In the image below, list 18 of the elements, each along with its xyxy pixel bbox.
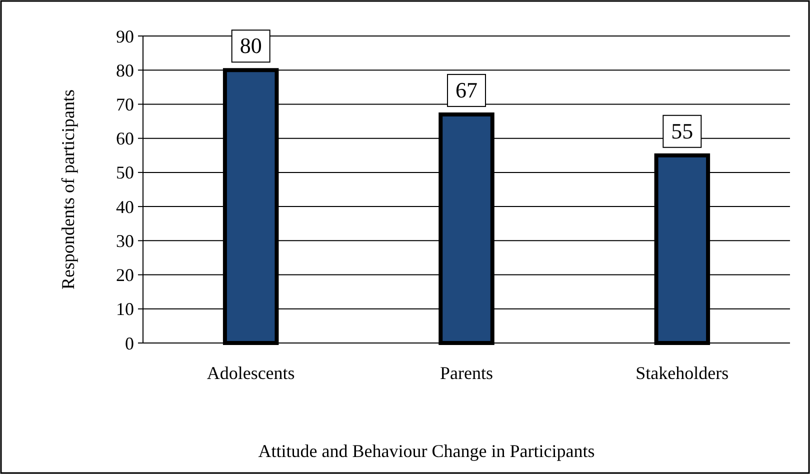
y-tick-label: 90: [116, 26, 134, 46]
y-axis-title: Respondents of participants: [58, 90, 78, 290]
y-tick-label: 70: [116, 94, 134, 115]
x-axis-title: Attitude and Behaviour Change in Participants: [258, 441, 595, 461]
x-tick-label: Adolescents: [206, 363, 295, 383]
data-label: 55: [671, 118, 694, 144]
y-tick-label: 0: [125, 333, 134, 354]
y-tick-label: 50: [116, 162, 134, 183]
y-tick-label: 40: [116, 196, 134, 217]
x-tick-label: Parents: [440, 363, 493, 383]
y-tick-label: 30: [116, 230, 134, 251]
y-tick-label: 60: [116, 128, 134, 149]
data-label: 80: [240, 33, 262, 58]
y-tick-label: 80: [116, 60, 134, 80]
x-tick-label: Stakeholders: [636, 363, 729, 383]
y-tick-label: 10: [116, 299, 134, 320]
y-tick-label: 20: [116, 265, 134, 286]
data-label: 67: [456, 77, 478, 102]
